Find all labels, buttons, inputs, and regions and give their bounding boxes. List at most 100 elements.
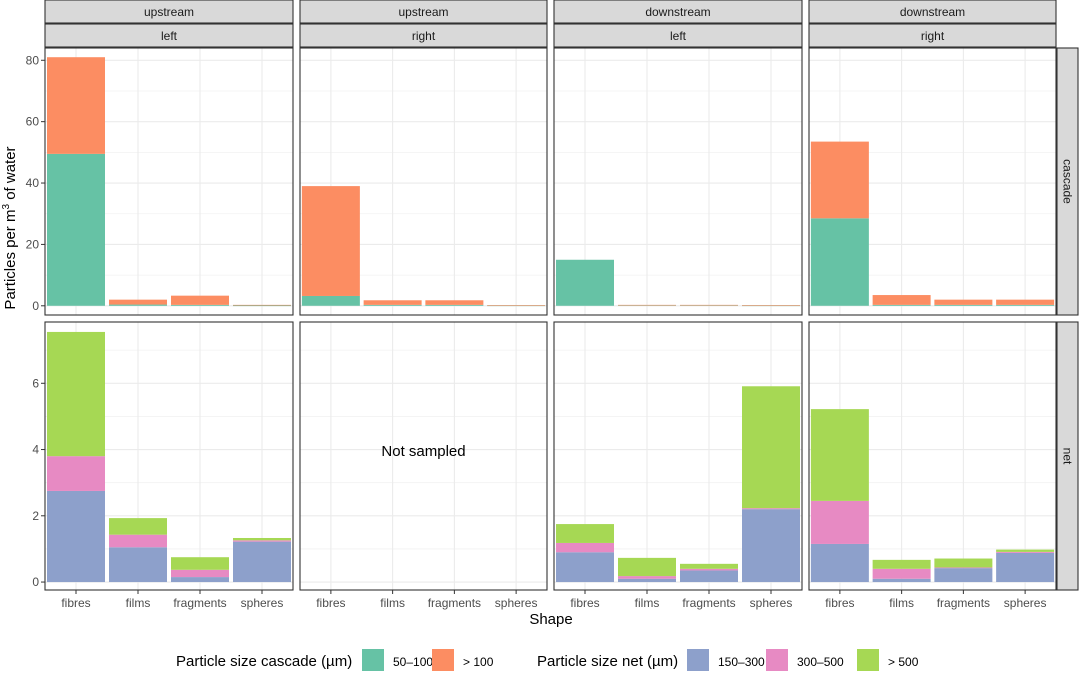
bar-fibres-> 100 bbox=[810, 141, 869, 219]
bar-spheres-300–500 bbox=[742, 508, 800, 510]
bar-films-300–500 bbox=[618, 576, 676, 579]
legend-key-label: 300–500 bbox=[797, 655, 844, 669]
bar-spheres-150–300 bbox=[233, 541, 291, 583]
legend-key-label: 50–100 bbox=[393, 655, 433, 669]
bar-fragments-150–300 bbox=[934, 568, 993, 583]
x-tick-label-fragments: fragments bbox=[428, 596, 481, 610]
bar-films-50–100 bbox=[618, 305, 676, 306]
legend-group-1: Particle size cascade (µm) 50–100 > 100 bbox=[176, 649, 494, 671]
bar-fragments-> 100 bbox=[680, 304, 738, 306]
panel-border bbox=[808, 47, 1057, 316]
legend-key-label: 150–300 bbox=[718, 655, 765, 669]
bar-spheres-> 500 bbox=[233, 537, 291, 541]
column-strip-top-label: downstream bbox=[645, 5, 710, 19]
column-strip-2: upstream right bbox=[299, 0, 548, 48]
column-strip-3: downstream left bbox=[553, 0, 803, 48]
legend-title: Particle size cascade (µm) bbox=[176, 653, 352, 670]
panel-border bbox=[808, 321, 1057, 591]
y-tick-label: 0 bbox=[32, 299, 39, 313]
bar-fragments-50–100 bbox=[171, 304, 229, 306]
axes-layer: 0 20 40 60 80 fibres films fragments spheres fibr… bbox=[26, 53, 1047, 610]
bar-fibres-> 500 bbox=[47, 331, 105, 457]
x-tick-label-films: films bbox=[380, 596, 405, 610]
bar-fragments-300–500 bbox=[171, 569, 229, 578]
bar-fragments-> 500 bbox=[680, 563, 738, 569]
bar-fibres-50–100 bbox=[810, 218, 869, 306]
legend: Particle size cascade (µm) 50–100 > 100 Par… bbox=[176, 649, 919, 671]
bar-fragments-50–100 bbox=[934, 304, 993, 306]
bar-films-> 500 bbox=[109, 518, 167, 535]
legend-key-swatch bbox=[362, 649, 384, 671]
legend-key-label: > 100 bbox=[463, 655, 494, 669]
column-strip-top-box bbox=[299, 0, 548, 24]
panel-border bbox=[44, 321, 294, 591]
x-tick-label-films: films bbox=[635, 596, 660, 610]
bar-films-> 100 bbox=[363, 300, 422, 305]
bar-fibres-300–500 bbox=[810, 500, 869, 544]
row-strip-box bbox=[1056, 47, 1079, 316]
column-strip-top-label: upstream bbox=[144, 5, 194, 19]
bar-fragments-300–500 bbox=[680, 568, 738, 571]
bar-films-> 100 bbox=[618, 304, 676, 306]
panels-layer: Not sampled bbox=[44, 47, 1057, 591]
panel-cascade-1 bbox=[44, 47, 294, 316]
panel-border bbox=[299, 321, 548, 591]
x-tick-label-films: films bbox=[126, 596, 151, 610]
bar-fragments-> 500 bbox=[934, 558, 993, 568]
bar-fragments-300–500 bbox=[934, 567, 993, 569]
panel-border bbox=[299, 47, 548, 316]
bar-films-300–500 bbox=[109, 534, 167, 548]
bar-fibres-> 500 bbox=[556, 524, 614, 543]
y-axis-title: Particles per m3 of water bbox=[1, 146, 19, 309]
bar-films-300–500 bbox=[872, 568, 931, 579]
x-tick-label-spheres: spheres bbox=[1004, 596, 1047, 610]
y-tick-label: 20 bbox=[26, 237, 40, 251]
bar-fragments-50–100 bbox=[680, 305, 738, 306]
x-tick-label-spheres: spheres bbox=[750, 596, 793, 610]
bar-spheres-300–500 bbox=[233, 540, 291, 542]
legend-key-swatch bbox=[857, 649, 879, 671]
x-tick-label-spheres: spheres bbox=[495, 596, 538, 610]
x-tick-label-fibres: fibres bbox=[570, 596, 599, 610]
x-tick-label-fibres: fibres bbox=[316, 596, 345, 610]
row-strip-cascade: cascade bbox=[1056, 47, 1079, 316]
row-strip-net: net bbox=[1056, 321, 1079, 591]
column-strip-top-box bbox=[553, 0, 803, 24]
column-strip-bottom-label: left bbox=[670, 29, 687, 43]
bar-fibres-300–500 bbox=[47, 456, 105, 491]
panel-border bbox=[553, 47, 803, 316]
bar-spheres-> 500 bbox=[742, 386, 800, 509]
x-tick-label-films: films bbox=[889, 596, 914, 610]
y-tick-label: 40 bbox=[26, 176, 40, 190]
column-strip-top-box bbox=[808, 0, 1057, 24]
bar-fibres-> 100 bbox=[301, 186, 360, 296]
column-strip-bottom-label: left bbox=[161, 29, 178, 43]
panel-net-3 bbox=[553, 321, 803, 591]
row-strip-box bbox=[1056, 321, 1079, 591]
y-tick-label: 2 bbox=[32, 509, 39, 523]
bar-fragments-150–300 bbox=[171, 577, 229, 583]
column-strip-bottom-box bbox=[553, 23, 803, 48]
legend-group-2: Particle size net (µm) 150–300 300–500 > 50… bbox=[537, 649, 919, 671]
column-strip-bottom-label: right bbox=[921, 29, 945, 43]
legend-key-swatch bbox=[687, 649, 709, 671]
y-tick-label: 60 bbox=[26, 115, 40, 129]
legend-key-swatch bbox=[432, 649, 454, 671]
bar-spheres-> 100 bbox=[487, 305, 546, 306]
bar-fibres-50–100 bbox=[47, 153, 105, 306]
bar-fragments-> 100 bbox=[171, 295, 229, 305]
bar-fibres-150–300 bbox=[810, 543, 869, 583]
bar-spheres-50–100 bbox=[996, 304, 1055, 306]
legend-key-label: > 500 bbox=[888, 655, 919, 669]
bar-films-150–300 bbox=[618, 578, 676, 583]
bar-spheres-150–300 bbox=[742, 509, 800, 583]
bar-spheres-300–500 bbox=[996, 551, 1055, 553]
y-tick-label: 80 bbox=[26, 53, 40, 67]
column-strip-1: upstream left bbox=[44, 0, 294, 48]
not-sampled-annotation: Not sampled bbox=[381, 443, 465, 460]
x-tick-label-fibres: fibres bbox=[825, 596, 854, 610]
panel-net-2: Not sampled bbox=[299, 321, 548, 591]
y-tick-label: 6 bbox=[32, 376, 39, 390]
panel-net-4 bbox=[808, 321, 1057, 591]
x-tick-label-fragments: fragments bbox=[173, 596, 226, 610]
